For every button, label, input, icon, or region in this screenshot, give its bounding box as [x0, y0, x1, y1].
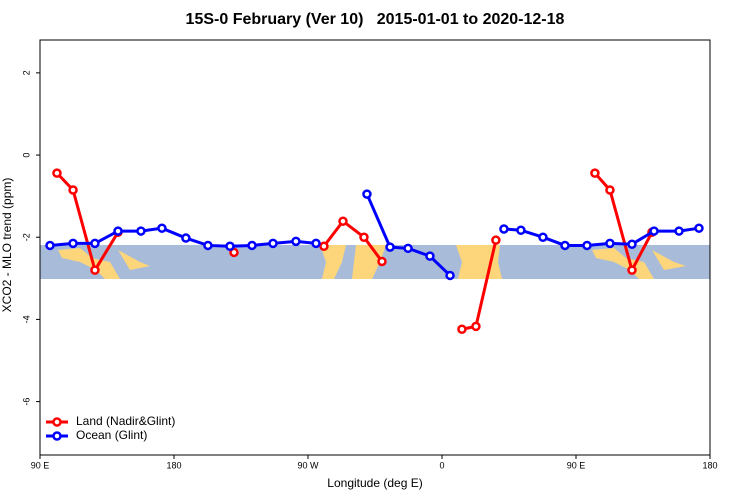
y-tick-label: -4 — [21, 315, 31, 323]
point — [627, 265, 637, 275]
point — [157, 223, 167, 233]
x-tick-label: 90 E — [31, 460, 50, 470]
point — [538, 232, 548, 242]
point — [674, 226, 684, 236]
point — [229, 247, 239, 258]
point — [247, 240, 257, 251]
point — [359, 232, 369, 242]
point — [403, 243, 413, 254]
series-line — [55, 172, 654, 331]
land — [58, 248, 150, 279]
legend-label: Land (Nadir&Glint) — [76, 414, 175, 428]
point — [136, 226, 146, 236]
point — [319, 241, 329, 252]
point — [68, 185, 78, 195]
y-tick-label: 0 — [21, 153, 31, 158]
x-tick-label: 90 E — [567, 460, 586, 470]
point — [516, 225, 526, 235]
legend-label: Ocean (Glint) — [76, 428, 147, 442]
point — [385, 242, 395, 252]
point — [590, 168, 600, 178]
point — [113, 226, 123, 236]
land — [456, 245, 502, 279]
x-tick-label: 0 — [439, 460, 444, 470]
point — [499, 224, 509, 234]
point — [425, 251, 435, 261]
y-tick-label: -2 — [21, 233, 31, 241]
point — [203, 240, 213, 251]
point — [362, 189, 372, 199]
point — [311, 238, 321, 249]
point — [68, 238, 78, 249]
point — [181, 233, 191, 243]
point — [90, 265, 100, 275]
x-tick-label: 180 — [702, 460, 717, 470]
point — [627, 239, 637, 249]
point — [445, 270, 455, 281]
point — [377, 256, 387, 267]
point — [457, 324, 467, 335]
chart-title: 15S-0 February (Ver 10) 2015-01-01 to 20… — [186, 11, 565, 28]
legend-marker — [52, 431, 62, 441]
x-tick-label: 180 — [166, 460, 181, 470]
point — [268, 238, 278, 249]
point — [225, 241, 235, 252]
point — [649, 226, 659, 236]
point — [291, 236, 301, 247]
point — [694, 223, 704, 233]
point — [90, 238, 100, 249]
y-tick-label: -6 — [21, 398, 31, 406]
point — [560, 240, 570, 251]
point — [338, 216, 348, 226]
point — [582, 240, 592, 251]
point — [605, 238, 615, 249]
x-tick-label: 90 W — [297, 460, 319, 470]
land — [320, 245, 346, 279]
x-axis-label: Longitude (deg E) — [327, 476, 422, 490]
point — [605, 185, 615, 195]
point — [471, 321, 481, 332]
point — [491, 235, 501, 245]
point — [52, 168, 62, 178]
y-axis-label: XCO2 - MLO trend (ppm) — [0, 178, 14, 313]
y-tick-label: 2 — [21, 70, 31, 75]
point — [45, 240, 55, 251]
plot-frame — [39, 39, 711, 456]
land — [592, 248, 686, 279]
legend-marker — [52, 417, 62, 427]
